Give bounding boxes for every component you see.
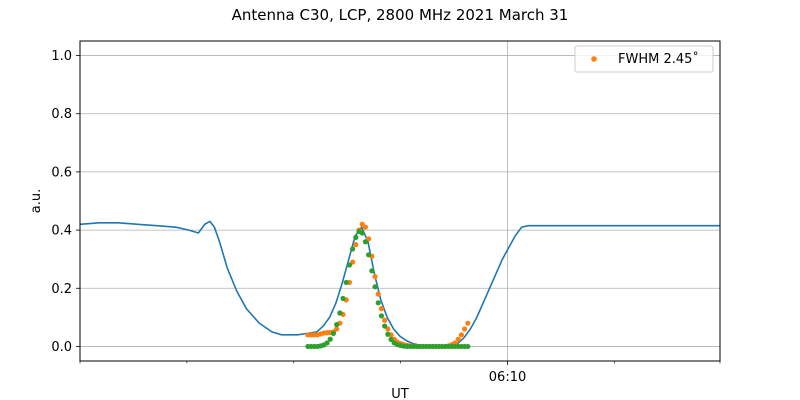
y-axis-label: a.u. <box>29 189 44 213</box>
x-ticks: 06:10 <box>79 361 721 385</box>
data-point <box>346 262 353 268</box>
x-axis-label: UT <box>391 387 409 400</box>
data-point <box>337 310 343 316</box>
data-point <box>343 279 349 286</box>
data-point <box>378 306 385 312</box>
data-point <box>330 330 337 336</box>
data-point <box>362 224 369 230</box>
data-point <box>372 284 378 290</box>
data-point <box>388 336 394 343</box>
data-point <box>353 242 359 248</box>
y-tick-label: 0.6 <box>51 165 72 180</box>
data-point <box>385 331 391 337</box>
data-point <box>465 320 471 326</box>
y-tick-label: 0.2 <box>51 282 72 297</box>
data-point <box>458 332 465 338</box>
y-tick-label: 0.4 <box>51 224 72 239</box>
data-point <box>462 326 468 332</box>
legend-marker <box>591 56 597 62</box>
grid <box>80 41 720 361</box>
y-tick-label: 1.0 <box>51 49 72 64</box>
data-point <box>382 317 388 323</box>
series-scatter-2 <box>305 228 471 350</box>
data-point <box>375 291 381 297</box>
data-point <box>382 323 388 329</box>
y-tick-label: 0.8 <box>51 107 72 122</box>
data-point <box>359 230 365 236</box>
series-line-0 <box>79 220 720 348</box>
y-tick-label: 0.0 <box>51 340 72 355</box>
data-point <box>369 268 375 274</box>
series-layer <box>79 220 720 350</box>
data-point <box>378 313 385 319</box>
data-point <box>324 340 330 346</box>
data-point <box>362 239 369 245</box>
data-point <box>350 246 356 252</box>
data-point <box>375 300 381 306</box>
data-point <box>327 336 333 342</box>
series-scatter-1 <box>305 221 471 350</box>
data-point <box>334 322 340 328</box>
chart-title: Antenna C30, LCP, 2800 MHz 2021 March 31 <box>232 6 569 24</box>
data-point <box>455 336 461 342</box>
legend: FWHM 2.45˚ <box>574 45 714 73</box>
data-point <box>366 252 372 258</box>
data-point <box>340 295 346 302</box>
plot-area-frame <box>79 40 721 362</box>
y-ticks: 0.0 0.2 0.4 0.6 0.8 1.0 <box>51 49 80 355</box>
data-point <box>372 274 378 280</box>
legend-entry-label: FWHM 2.45˚ <box>618 51 699 67</box>
legend-box <box>574 45 714 73</box>
data-point <box>353 234 359 240</box>
x-tick-label: 06:10 <box>489 370 526 385</box>
data-point <box>334 326 340 332</box>
data-point <box>465 343 471 350</box>
